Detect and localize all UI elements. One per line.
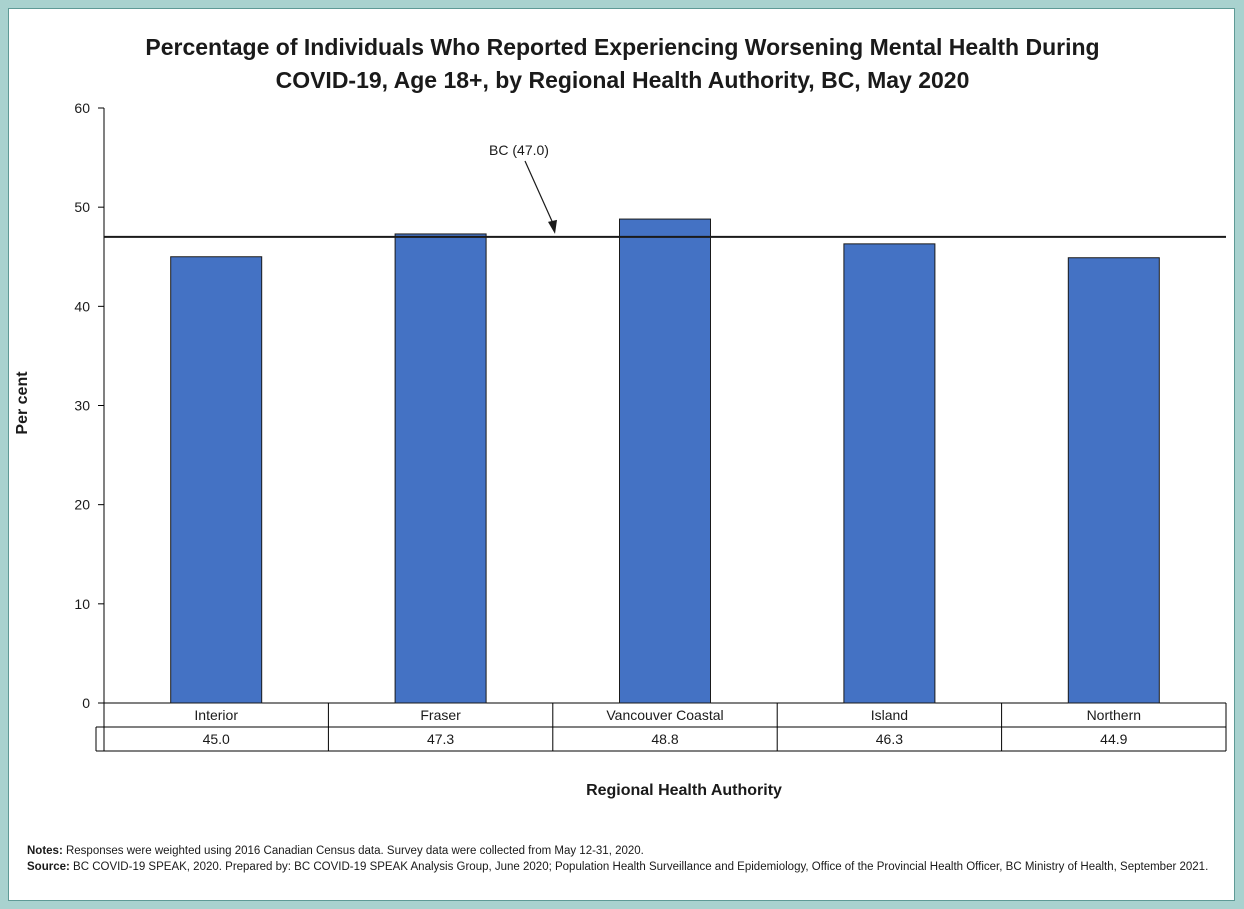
x-tick-label: Interior <box>194 707 238 723</box>
notes-line: Notes: Responses were weighted using 201… <box>27 843 1217 859</box>
source-line: Source: BC COVID-19 SPEAK, 2020. Prepare… <box>27 859 1217 875</box>
bc-reference-label: BC (47.0) <box>489 142 549 158</box>
chart-title-line-1: Percentage of Individuals Who Reported E… <box>145 34 1100 60</box>
notes-label: Notes: <box>27 845 63 857</box>
bar-northern <box>1067 257 1160 704</box>
x-tick-label: Northern <box>1087 707 1141 723</box>
data-label: 47.3 <box>427 731 454 747</box>
bar-vancouver-coastal <box>619 218 711 704</box>
bar-island <box>843 243 936 704</box>
y-tick-label: 10 <box>74 596 90 612</box>
bar-interior <box>170 256 263 704</box>
y-tick-label: 30 <box>74 398 90 414</box>
chart-frame: Percentage of Individuals Who Reported E… <box>8 8 1235 901</box>
x-tick-label: Fraser <box>420 707 461 723</box>
bar-chart: 0 10 20 30 40 50 60 BC (47.0) Interior 45.0 Fraser… <box>74 100 1227 752</box>
data-label: 48.8 <box>651 731 678 747</box>
x-tick-label: Island <box>871 707 908 723</box>
bc-reference-arrowhead <box>548 219 557 234</box>
data-label: 46.3 <box>876 731 903 747</box>
data-label: 45.0 <box>203 731 230 747</box>
chart-title-line-2: COVID-19, Age 18+, by Regional Health Au… <box>275 67 970 93</box>
source-text: BC COVID-19 SPEAK, 2020. Prepared by: BC… <box>69 861 1209 873</box>
y-tick-label: 40 <box>74 298 90 314</box>
x-axis-label: Regional Health Authority <box>586 782 782 799</box>
y-tick-label: 50 <box>74 199 90 215</box>
chart-title: Percentage of Individuals Who Reported E… <box>9 31 1236 97</box>
bar-fraser <box>394 233 487 704</box>
y-tick-label: 60 <box>74 100 90 116</box>
x-tick-label: Vancouver Coastal <box>606 707 723 723</box>
bc-reference-arrow <box>524 160 556 229</box>
data-label: 44.9 <box>1100 731 1127 747</box>
chart-notes: Notes: Responses were weighted using 201… <box>27 843 1217 875</box>
source-label: Source: <box>27 861 70 873</box>
notes-text: Responses were weighted using 2016 Canad… <box>62 845 644 857</box>
y-tick-label: 0 <box>82 695 90 711</box>
y-tick-label: 20 <box>74 497 90 513</box>
